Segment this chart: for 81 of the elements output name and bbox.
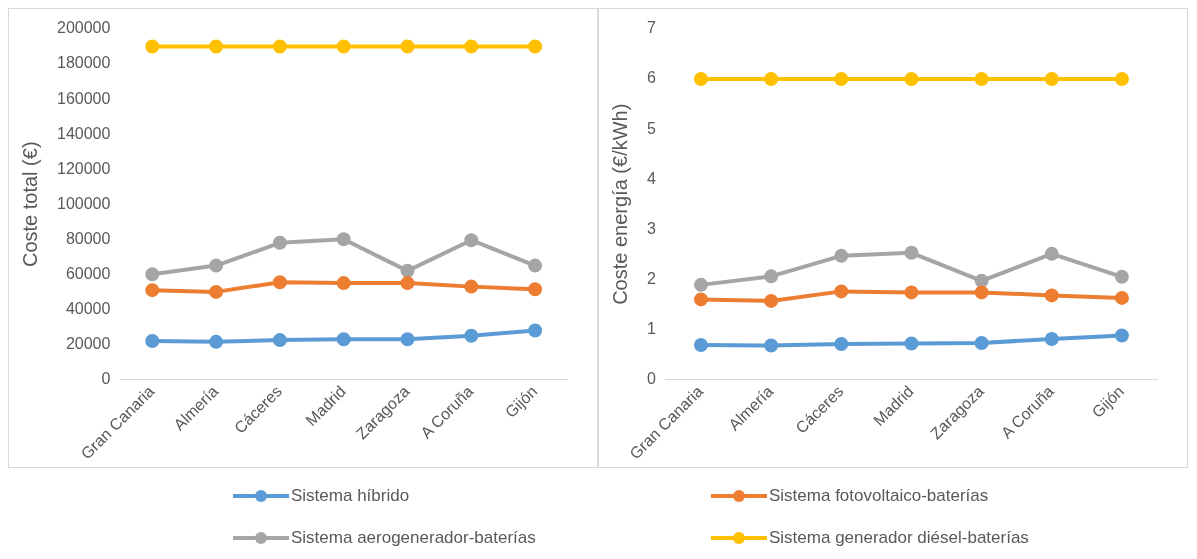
point	[1114, 269, 1129, 284]
y-tick-label: 0	[646, 369, 656, 387]
point	[904, 285, 919, 300]
point	[974, 72, 989, 87]
point	[400, 332, 415, 347]
legend-label: Sistema híbrido	[291, 486, 410, 506]
point	[464, 328, 479, 343]
point	[693, 277, 708, 292]
y-tick-label: 1	[646, 319, 656, 337]
point	[145, 283, 160, 298]
point	[336, 39, 351, 54]
point	[400, 276, 415, 291]
point	[400, 263, 415, 278]
point	[1044, 72, 1059, 87]
point	[336, 276, 351, 291]
point	[904, 336, 919, 351]
point	[528, 258, 543, 273]
point	[693, 292, 708, 307]
point	[1114, 290, 1129, 305]
point	[834, 284, 849, 299]
point	[528, 282, 543, 297]
point	[528, 39, 543, 54]
point	[1114, 72, 1129, 87]
y-tick-label: 80000	[65, 229, 111, 247]
point	[400, 39, 415, 54]
y-tick-label: 2	[646, 269, 656, 287]
y-axis-title: Coste total (€)	[18, 141, 41, 268]
point	[209, 334, 224, 349]
point	[145, 39, 160, 54]
point	[764, 269, 779, 284]
legend-label: Sistema aerogenerador-baterías	[291, 528, 536, 548]
y-tick-label: 60000	[65, 264, 111, 282]
y-tick-label: 20000	[65, 334, 111, 352]
point	[336, 232, 351, 247]
legend-label: Sistema generador diésel-baterías	[769, 528, 1029, 548]
point	[974, 285, 989, 300]
y-tick-label: 100000	[57, 194, 111, 212]
y-tick-label: 140000	[57, 124, 111, 142]
y-tick-label: 7	[646, 19, 656, 37]
point	[904, 72, 919, 87]
point	[336, 332, 351, 347]
legend-label: Sistema fotovoltaico-baterías	[769, 486, 989, 506]
y-tick-label: 180000	[57, 54, 111, 72]
point	[693, 337, 708, 352]
y-tick-label: 3	[646, 219, 656, 237]
point	[974, 335, 989, 350]
point	[1114, 328, 1129, 343]
point	[145, 333, 160, 348]
y-tick-label: 120000	[57, 159, 111, 177]
point	[145, 267, 160, 282]
point	[464, 39, 479, 54]
point	[1044, 246, 1059, 261]
y-tick-label: 40000	[65, 299, 111, 317]
point	[1044, 288, 1059, 303]
point	[464, 233, 479, 248]
point	[1044, 331, 1059, 346]
point	[764, 338, 779, 353]
point	[904, 245, 919, 260]
point	[764, 293, 779, 308]
point	[272, 333, 287, 348]
y-tick-label: 200000	[57, 19, 111, 37]
point	[272, 39, 287, 54]
point	[834, 248, 849, 263]
point	[974, 273, 989, 288]
point	[693, 72, 708, 87]
point	[764, 72, 779, 87]
y-tick-label: 6	[646, 69, 656, 87]
y-tick-label: 160000	[57, 89, 111, 107]
point	[209, 284, 224, 299]
y-tick-label: 0	[101, 369, 111, 387]
point	[834, 336, 849, 351]
point	[528, 323, 543, 338]
point	[272, 235, 287, 250]
y-tick-label: 5	[646, 119, 656, 137]
point	[209, 258, 224, 273]
point	[834, 72, 849, 87]
y-axis-title: Coste energía (€/kWh)	[608, 103, 631, 305]
y-tick-label: 4	[646, 169, 656, 187]
point	[272, 275, 287, 290]
point	[464, 279, 479, 294]
point	[209, 39, 224, 54]
